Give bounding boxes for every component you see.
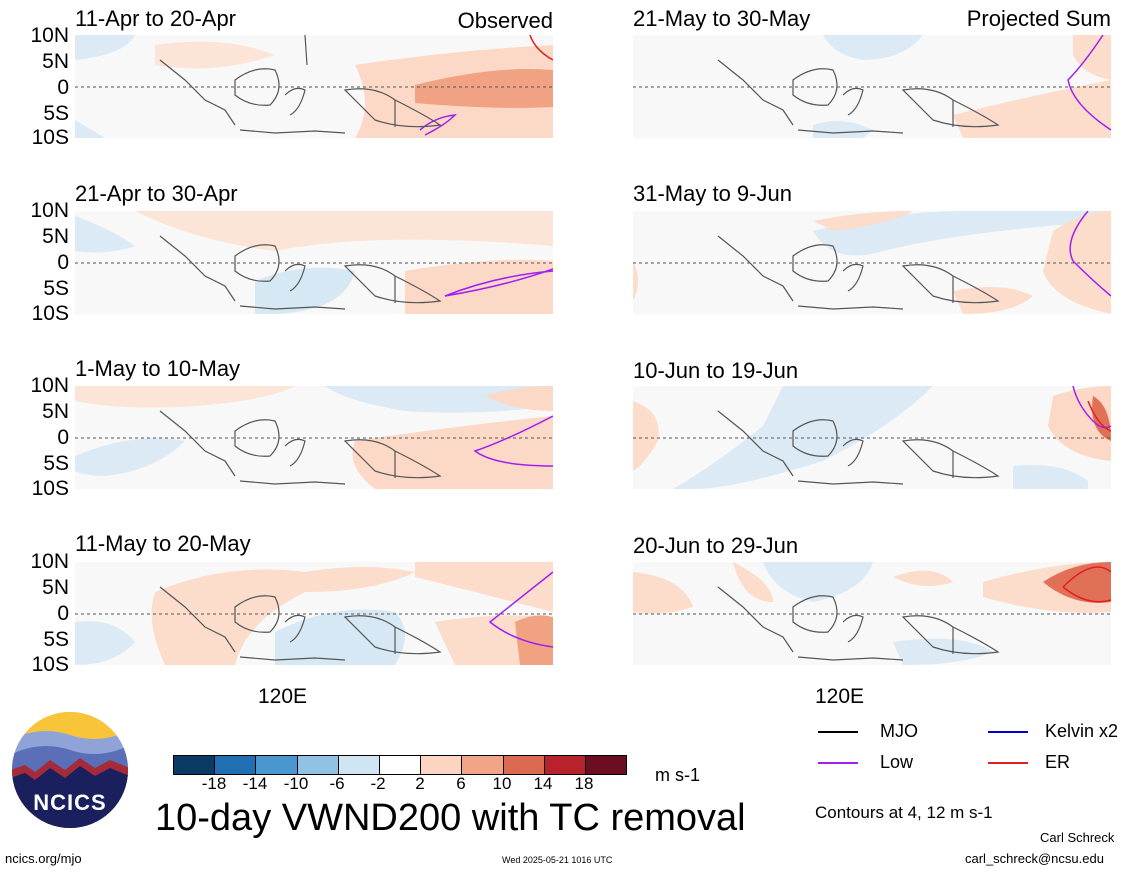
lon-label-left: 120E bbox=[258, 685, 308, 708]
panel-title: 11-Apr to 20-Apr bbox=[75, 6, 237, 31]
colorbar-swatch bbox=[174, 756, 216, 774]
map-panel-1 bbox=[75, 35, 553, 138]
footer-author: Carl Schreck bbox=[1040, 830, 1115, 845]
panel-title: 21-May to 30-May bbox=[633, 6, 811, 31]
lat-label: 0 bbox=[57, 76, 69, 99]
colorbar-swatch bbox=[503, 756, 545, 774]
colorbar-label: 18 bbox=[574, 774, 594, 793]
logo-text: NCICS bbox=[33, 790, 107, 815]
lat-label: 5N bbox=[42, 50, 69, 73]
lat-label: 5N bbox=[42, 225, 69, 248]
panel-title: 11-May to 20-May bbox=[75, 531, 251, 556]
legend-line-mjo bbox=[818, 731, 858, 733]
colorbar-swatch bbox=[544, 756, 586, 774]
colorbar-label: 6 bbox=[456, 774, 466, 793]
map-panel-8 bbox=[633, 562, 1111, 665]
colorbar-units: m s-1 bbox=[655, 765, 700, 785]
legend-label: Low bbox=[880, 752, 914, 772]
panel-tag: Projected Sum bbox=[966, 6, 1111, 31]
panel-title: 1-May to 10-May bbox=[75, 356, 241, 381]
lat-label: 10N bbox=[30, 550, 69, 573]
colorbar-label: -10 bbox=[283, 774, 309, 793]
panel-title: 31-May to 9-Jun bbox=[633, 181, 792, 206]
panel-title: 10-Jun to 19-Jun bbox=[633, 358, 799, 383]
ncics-logo: NCICS bbox=[10, 710, 130, 830]
lat-label: 5N bbox=[42, 576, 69, 599]
contour-note: Contours at 4, 12 m s-1 bbox=[815, 803, 993, 822]
colorbar-label: -2 bbox=[370, 774, 386, 793]
colorbar-swatch bbox=[421, 756, 463, 774]
colorbar-swatch bbox=[585, 756, 627, 774]
colorbar-label: 2 bbox=[415, 774, 425, 793]
lat-label: 10N bbox=[30, 374, 69, 397]
lat-label: 10S bbox=[31, 302, 69, 325]
legend-line-er bbox=[988, 762, 1028, 764]
colorbar-swatch bbox=[215, 756, 257, 774]
map-panel-7 bbox=[633, 386, 1111, 489]
colorbar-label: 10 bbox=[492, 774, 512, 793]
lat-label: 10N bbox=[30, 24, 69, 47]
lat-label: 10N bbox=[30, 199, 69, 222]
legend-line-low bbox=[818, 762, 858, 764]
map-panel-2 bbox=[75, 211, 553, 314]
lat-label: 10S bbox=[31, 126, 69, 149]
lat-label: 5S bbox=[43, 277, 69, 300]
panel-title: 20-Jun to 29-Jun bbox=[633, 533, 799, 558]
footer-email: carl_schreck@ncsu.edu bbox=[965, 851, 1104, 866]
colorbar-label: 14 bbox=[533, 774, 553, 793]
colorbar-swatch bbox=[379, 756, 422, 774]
legend-label: ER bbox=[1045, 752, 1071, 772]
main-title: 10-day VWND200 with TC removal bbox=[155, 797, 746, 839]
colorbar-label: -14 bbox=[242, 774, 268, 793]
lat-label: 10S bbox=[31, 477, 69, 500]
lat-label: 5N bbox=[42, 400, 69, 423]
footer-timestamp: Wed 2025-05-21 1016 UTC bbox=[502, 855, 613, 865]
lon-label-right: 120E bbox=[815, 685, 865, 708]
colorbar-label: -18 bbox=[201, 774, 227, 793]
legend-line-kelvin bbox=[988, 731, 1028, 733]
map-panel-4 bbox=[75, 562, 553, 665]
map-panel-3 bbox=[75, 386, 553, 489]
colorbar-swatch bbox=[338, 756, 380, 774]
colorbar bbox=[173, 755, 627, 775]
colorbar-swatch bbox=[297, 756, 339, 774]
colorbar-swatch bbox=[256, 756, 298, 774]
lat-label: 5S bbox=[43, 452, 69, 475]
map-panel-5 bbox=[633, 35, 1111, 138]
panel-tag: Observed bbox=[457, 8, 553, 33]
footer-url: ncics.org/mjo bbox=[5, 851, 82, 866]
legend-label: MJO bbox=[880, 721, 918, 741]
panel-title: 21-Apr to 30-Apr bbox=[75, 181, 238, 206]
colorbar-label: -6 bbox=[329, 774, 345, 793]
colorbar-swatch bbox=[462, 756, 504, 774]
lat-label: 5S bbox=[43, 628, 69, 651]
lat-label: 0 bbox=[57, 251, 69, 274]
lat-label: 0 bbox=[57, 602, 69, 625]
lat-label: 10S bbox=[31, 653, 69, 676]
lat-label: 5S bbox=[43, 102, 69, 125]
map-panel-6 bbox=[633, 211, 1111, 314]
legend-label: Kelvin x2 bbox=[1045, 721, 1119, 741]
lat-label: 0 bbox=[57, 426, 69, 449]
